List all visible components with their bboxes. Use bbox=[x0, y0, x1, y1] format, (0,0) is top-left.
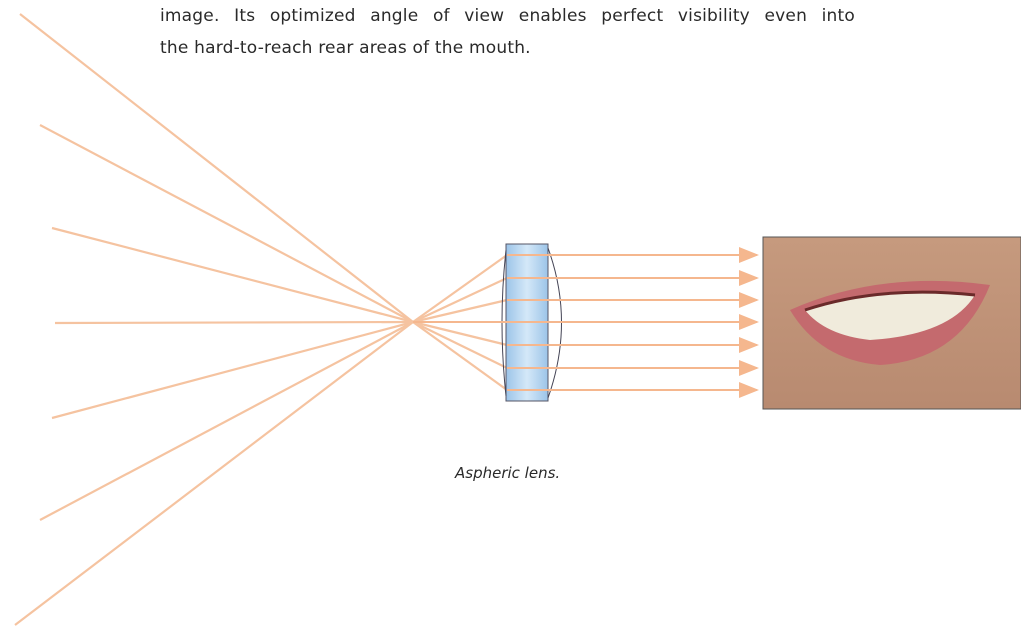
mouth-image bbox=[762, 236, 1021, 410]
caption: Aspheric lens. bbox=[455, 464, 561, 482]
paragraph-line: image. Its optimized angle of view enabl… bbox=[160, 6, 855, 26]
parallel-rays bbox=[413, 247, 759, 398]
paragraph-line: the hard-to-reach rear areas of the mout… bbox=[160, 38, 531, 58]
rays bbox=[14, 13, 508, 626]
